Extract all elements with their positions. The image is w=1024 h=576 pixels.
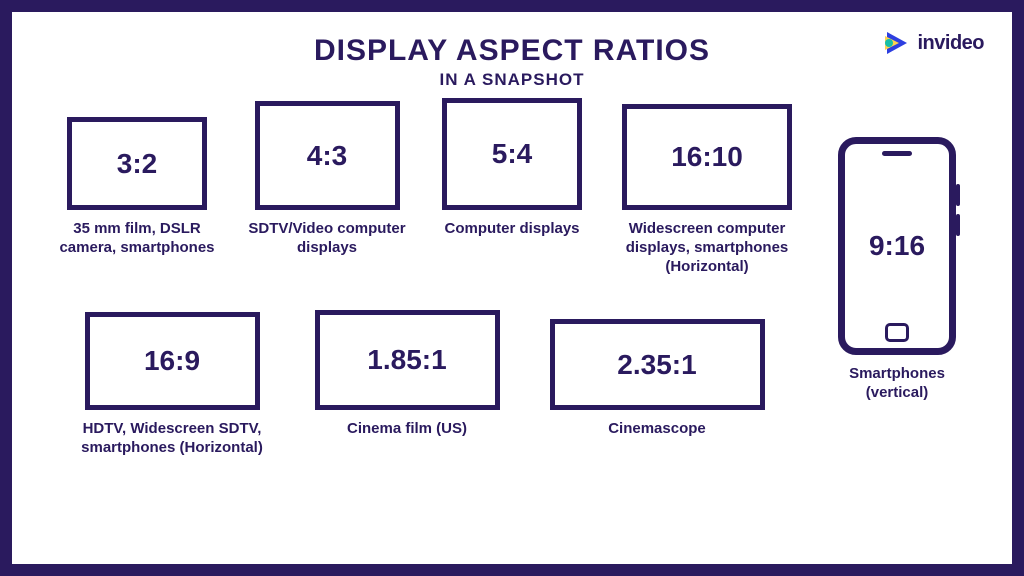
invideo-icon — [885, 30, 911, 56]
ratio-label: 16:10 — [671, 141, 743, 173]
ratio-item-16-9: 16:9 HDTV, Widescreen SDTV, smartphones … — [72, 312, 272, 458]
ratio-box: 16:9 — [85, 312, 260, 410]
page-title: DISPLAY ASPECT RATIOS — [12, 34, 1012, 68]
ratio-box: 2.35:1 — [550, 319, 765, 410]
ratio-label: 2.35:1 — [617, 349, 696, 381]
ratio-item-16-10: 16:10 Widescreen computer displays, smar… — [602, 104, 812, 276]
ratio-item-4-3: 4:3 SDTV/Video computer displays — [237, 101, 417, 258]
phone-side-button-icon — [956, 214, 960, 236]
ratio-box: 16:10 — [622, 104, 792, 210]
title-block: DISPLAY ASPECT RATIOS IN A SNAPSHOT — [12, 12, 1012, 90]
ratio-caption: Smartphones (vertical) — [822, 365, 972, 403]
ratio-item-2-35-1: 2.35:1 Cinemascope — [542, 319, 772, 439]
ratio-label: 5:4 — [492, 138, 532, 170]
ratio-item-9-16-phone: 9:16 Smartphones (vertical) — [822, 137, 972, 403]
ratio-caption: Widescreen computer displays, smartphone… — [602, 220, 812, 276]
ratio-caption: SDTV/Video computer displays — [237, 220, 417, 258]
ratio-label: 1.85:1 — [367, 344, 446, 376]
ratio-label: 9:16 — [869, 230, 925, 262]
ratio-item-1-85-1: 1.85:1 Cinema film (US) — [307, 310, 507, 439]
infographic-frame: invideo DISPLAY ASPECT RATIOS IN A SNAPS… — [0, 0, 1024, 576]
ratio-box: 3:2 — [67, 117, 207, 210]
ratio-item-5-4: 5:4 Computer displays — [432, 98, 592, 239]
ratio-box: 1.85:1 — [315, 310, 500, 410]
ratio-label: 4:3 — [307, 140, 347, 172]
ratio-caption: Computer displays — [432, 220, 592, 239]
ratio-label: 16:9 — [144, 345, 200, 377]
ratio-caption: HDTV, Widescreen SDTV, smartphones (Hori… — [72, 420, 272, 458]
ratio-caption: 35 mm film, DSLR camera, smartphones — [52, 220, 222, 258]
ratio-item-3-2: 3:2 35 mm film, DSLR camera, smartphones — [52, 117, 222, 258]
phone-outline: 9:16 — [838, 137, 956, 355]
ratio-label: 3:2 — [117, 148, 157, 180]
page-subtitle: IN A SNAPSHOT — [12, 70, 1012, 90]
ratio-box: 5:4 — [442, 98, 582, 210]
ratio-box: 4:3 — [255, 101, 400, 210]
ratio-grid: 3:2 35 mm film, DSLR camera, smartphones… — [52, 117, 972, 544]
brand-name: invideo — [917, 32, 984, 55]
phone-side-button-icon — [956, 184, 960, 206]
ratio-caption: Cinemascope — [542, 420, 772, 439]
brand-logo: invideo — [885, 30, 984, 56]
ratio-caption: Cinema film (US) — [307, 420, 507, 439]
